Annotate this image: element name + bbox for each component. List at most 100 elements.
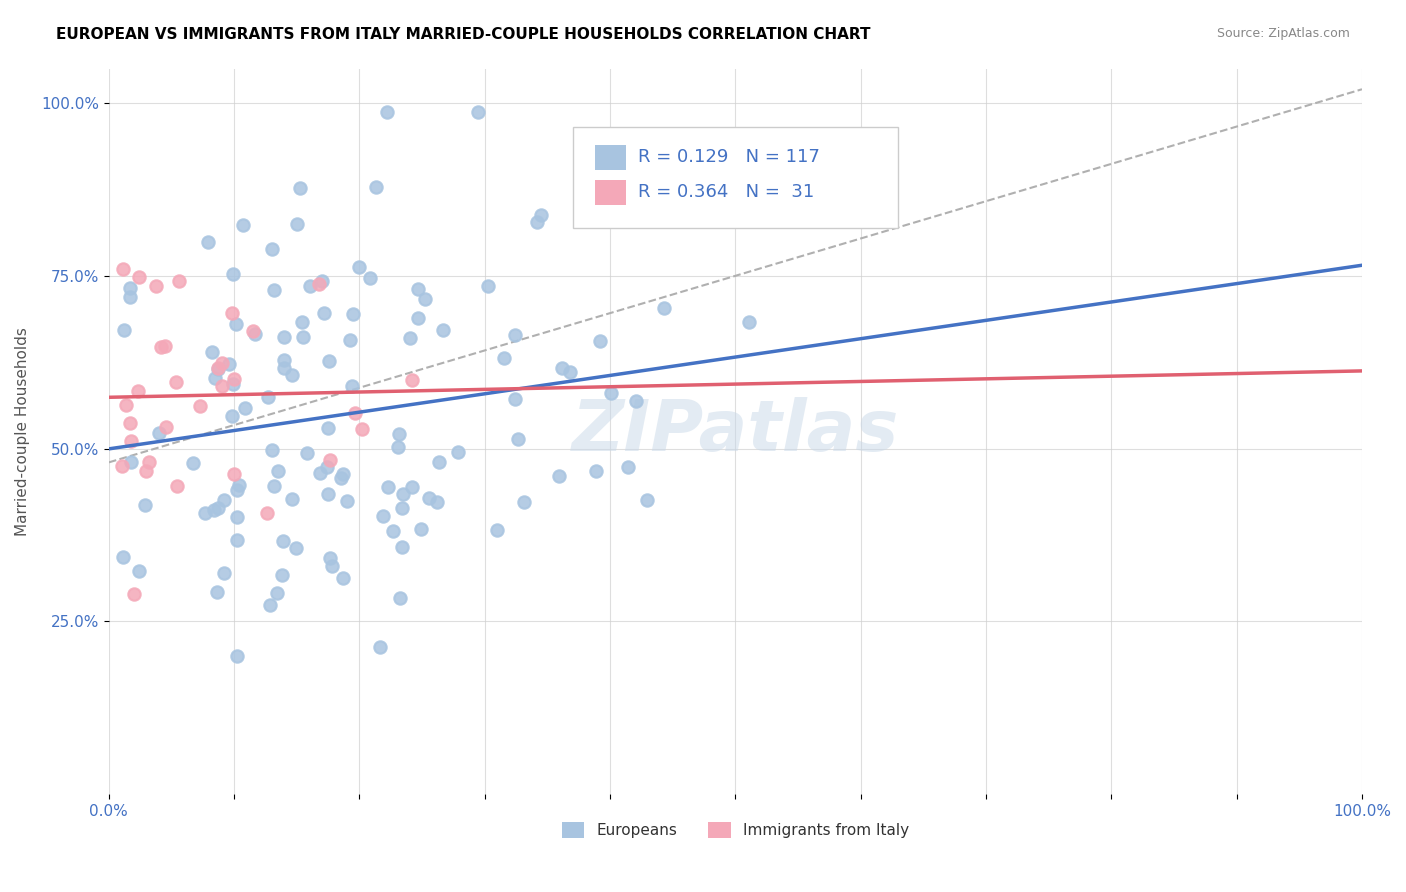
Point	[503, 392, 526, 406]
Point	[211, 356, 233, 370]
Point	[467, 104, 489, 119]
Point	[312, 306, 335, 320]
Point	[266, 586, 288, 600]
Point	[228, 478, 250, 492]
Point	[347, 260, 370, 274]
Point	[332, 571, 354, 585]
Point	[260, 242, 283, 256]
Point	[503, 328, 526, 343]
Point	[222, 267, 245, 281]
Point	[738, 315, 761, 329]
Point	[207, 362, 229, 376]
Point	[226, 483, 249, 497]
Point	[342, 307, 364, 321]
Point	[318, 354, 340, 368]
Point	[204, 371, 226, 385]
Point	[391, 541, 413, 555]
Point	[243, 327, 266, 342]
Point	[585, 464, 607, 478]
Text: ZIPatlas: ZIPatlas	[572, 397, 898, 466]
Point	[316, 459, 339, 474]
Point	[418, 491, 440, 505]
Point	[298, 278, 321, 293]
Text: R = 0.364   N =  31: R = 0.364 N = 31	[638, 183, 814, 201]
FancyBboxPatch shape	[572, 127, 898, 228]
Point	[332, 467, 354, 481]
Point	[128, 269, 150, 284]
Point	[616, 460, 638, 475]
Point	[207, 361, 229, 376]
Point	[316, 487, 339, 501]
Point	[343, 406, 366, 420]
Point	[212, 566, 235, 581]
Legend: Europeans, Immigrants from Italy: Europeans, Immigrants from Italy	[555, 816, 915, 845]
Point	[226, 649, 249, 664]
Point	[280, 368, 302, 383]
Point	[263, 283, 285, 297]
Point	[193, 507, 215, 521]
Point	[401, 373, 423, 387]
Point	[406, 282, 429, 296]
Point	[197, 235, 219, 250]
Point	[221, 409, 243, 423]
Point	[295, 446, 318, 460]
Point	[285, 541, 308, 555]
Point	[513, 494, 536, 508]
Point	[145, 279, 167, 293]
Point	[205, 585, 228, 599]
Point	[392, 487, 415, 501]
Point	[221, 306, 243, 320]
Point	[318, 453, 340, 467]
Point	[128, 565, 150, 579]
Point	[382, 524, 405, 538]
Point	[165, 375, 187, 389]
Point	[311, 274, 333, 288]
Point	[308, 467, 330, 481]
Point	[242, 324, 264, 338]
Point	[135, 464, 157, 478]
Point	[120, 434, 142, 448]
Point	[222, 467, 245, 481]
Point	[288, 181, 311, 195]
Point	[148, 426, 170, 441]
Point	[485, 524, 508, 538]
Point	[291, 330, 314, 344]
Point	[271, 567, 294, 582]
Point	[226, 509, 249, 524]
Point	[112, 261, 135, 276]
Point	[432, 323, 454, 337]
Point	[387, 440, 409, 454]
Point	[118, 416, 141, 430]
Point	[118, 281, 141, 295]
Point	[588, 334, 610, 348]
Point	[281, 491, 304, 506]
Text: Source: ZipAtlas.com: Source: ZipAtlas.com	[1216, 27, 1350, 40]
Point	[406, 310, 429, 325]
Point	[636, 493, 658, 508]
Point	[643, 175, 665, 189]
Point	[190, 400, 212, 414]
Point	[201, 344, 224, 359]
Point	[339, 333, 361, 347]
Point	[271, 533, 294, 548]
Point	[225, 533, 247, 548]
Point	[506, 433, 529, 447]
Point	[426, 495, 449, 509]
Point	[368, 640, 391, 655]
Point	[377, 480, 399, 494]
Point	[207, 501, 229, 516]
Point	[352, 422, 374, 436]
FancyBboxPatch shape	[595, 145, 627, 170]
Point	[232, 218, 254, 232]
Text: EUROPEAN VS IMMIGRANTS FROM ITALY MARRIED-COUPLE HOUSEHOLDS CORRELATION CHART: EUROPEAN VS IMMIGRANTS FROM ITALY MARRIE…	[56, 27, 870, 42]
Point	[308, 277, 330, 291]
Point	[401, 480, 423, 494]
Point	[267, 464, 290, 478]
Point	[599, 386, 621, 401]
Point	[319, 551, 342, 566]
Point	[153, 339, 176, 353]
Point	[111, 459, 134, 474]
Point	[340, 378, 363, 392]
Point	[120, 455, 142, 469]
Point	[318, 421, 340, 435]
